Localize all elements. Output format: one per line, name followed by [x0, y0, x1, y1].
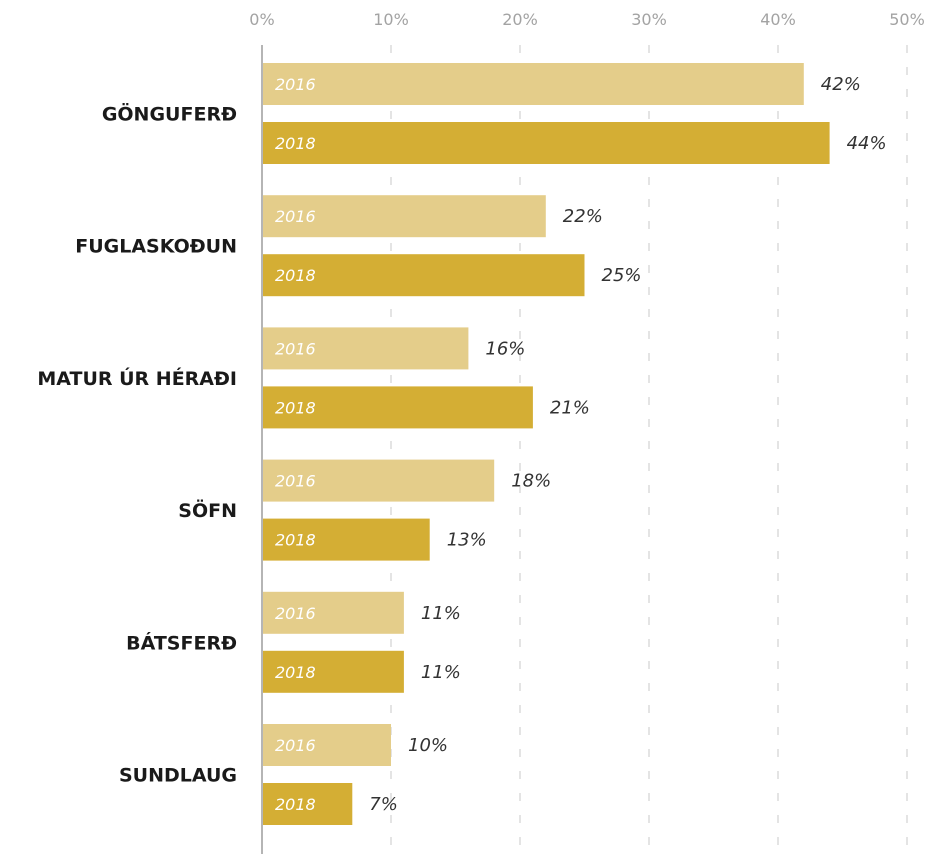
category-label: GÖNGUFERÐ: [102, 102, 237, 126]
bar-series-label: 2016: [275, 75, 316, 94]
bar-2018: [262, 386, 533, 429]
x-tick-label: 50%: [889, 10, 925, 29]
x-tick-label: 20%: [502, 10, 538, 29]
bar-2016: [262, 591, 404, 634]
bar-value-label: 42%: [821, 74, 861, 95]
bar-series-label: 2016: [275, 604, 316, 623]
bar-series-label: 2016: [275, 472, 316, 491]
bar-value-label: 21%: [550, 397, 590, 418]
x-tick-label: 0%: [249, 10, 274, 29]
bar-2018: [262, 650, 404, 693]
category-label: SUNDLAUG: [119, 765, 237, 787]
bar-series-label: 2018: [275, 795, 316, 814]
bar-value-label: 44%: [847, 133, 887, 154]
bar-2018: [262, 518, 430, 561]
bar-series-label: 2016: [275, 736, 316, 755]
category-label: MATUR ÚR HÉRAÐI: [37, 366, 237, 390]
bar-2016: [262, 63, 804, 105]
bar-series-label: 2016: [275, 207, 316, 226]
bar-value-label: 10%: [408, 735, 448, 756]
category-label: FUGLASKOÐUN: [75, 236, 237, 258]
category-labels: GÖNGUFERÐ FUGLASKOÐUN MATUR ÚR HÉRAÐI SÖFN B…: [37, 102, 237, 787]
category-label: SÖFN: [178, 498, 237, 522]
bar-2018: [262, 783, 353, 825]
bar-value-label: 16%: [485, 338, 525, 359]
bar-2016: [262, 724, 391, 766]
bar-value-label: 22%: [563, 206, 603, 227]
x-axis-ticks: 0% 10% 20% 30% 40% 50%: [249, 10, 924, 29]
bar-series-label: 2018: [275, 531, 316, 550]
x-tick-label: 30%: [631, 10, 667, 29]
x-tick-label: 40%: [760, 10, 796, 29]
bar-2018: [262, 122, 830, 164]
bar-value-label: 11%: [421, 662, 461, 683]
gridlines: [390, 45, 908, 854]
bar-series-label: 2018: [275, 663, 316, 682]
bar-2016: [262, 327, 469, 370]
bar-series-label: 2016: [275, 339, 316, 358]
bars: 2016 42% 2018 44% 2016 22% 2018 25% 2016 16% 2018 2…: [262, 63, 887, 825]
bar-series-label: 2018: [275, 266, 316, 285]
bar-2018: [262, 254, 585, 297]
bar-2016: [262, 459, 495, 502]
bar-value-label: 11%: [421, 603, 461, 624]
x-tick-label: 10%: [373, 10, 409, 29]
bar-value-label: 7%: [369, 794, 398, 815]
bar-value-label: 25%: [602, 265, 642, 286]
bar-value-label: 18%: [511, 471, 551, 492]
bar-2016: [262, 195, 546, 238]
bar-value-label: 13%: [447, 530, 487, 551]
category-label: BÁTSFERÐ: [126, 631, 237, 654]
bar-series-label: 2018: [275, 398, 316, 417]
bar-series-label: 2018: [275, 134, 316, 153]
